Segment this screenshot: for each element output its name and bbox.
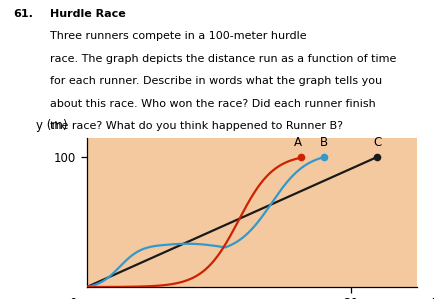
Text: A: A — [294, 136, 302, 149]
Text: y (m): y (m) — [36, 119, 67, 132]
Text: t (s): t (s) — [432, 295, 434, 299]
Text: Hurdle Race: Hurdle Race — [50, 9, 126, 19]
Text: B: B — [320, 136, 329, 149]
Text: race. The graph depicts the distance run as a function of time: race. The graph depicts the distance run… — [50, 54, 396, 64]
Text: Three runners compete in a 100-meter hurdle: Three runners compete in a 100-meter hur… — [50, 31, 306, 41]
Text: C: C — [373, 136, 381, 149]
Text: about this race. Who won the race? Did each runner finish: about this race. Who won the race? Did e… — [50, 99, 376, 109]
Text: the race? What do you think happened to Runner B?: the race? What do you think happened to … — [50, 121, 343, 131]
Text: for each runner. Describe in words what the graph tells you: for each runner. Describe in words what … — [50, 76, 382, 86]
Text: 61.: 61. — [13, 9, 33, 19]
Text: 0: 0 — [69, 298, 76, 299]
